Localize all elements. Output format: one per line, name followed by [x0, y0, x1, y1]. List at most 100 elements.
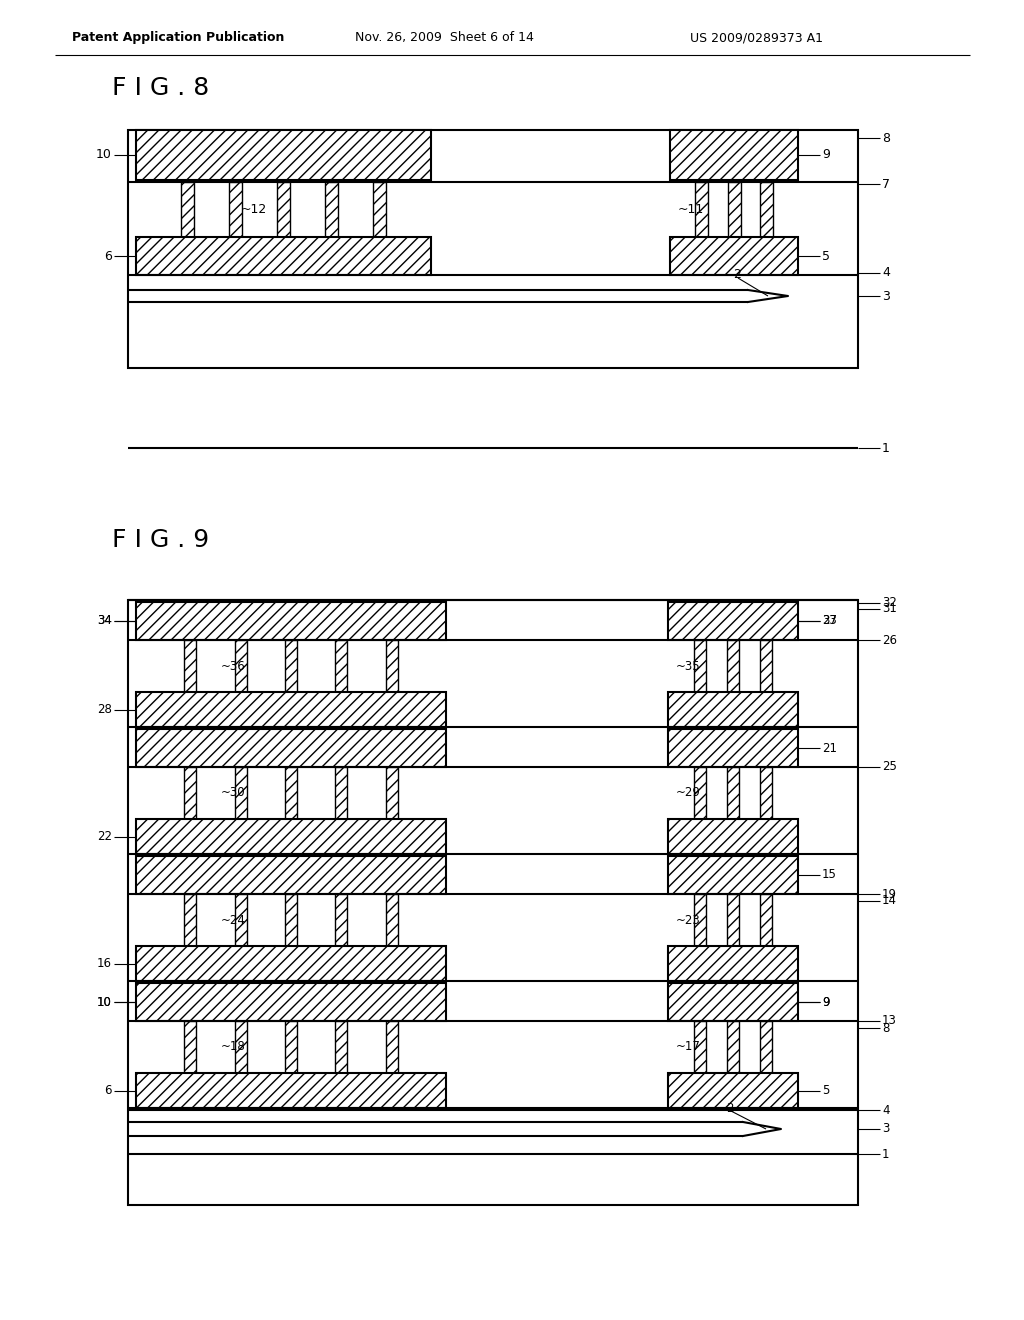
Bar [136, 602, 446, 640]
Text: 28: 28 [97, 704, 112, 715]
Bar [184, 1020, 197, 1073]
Text: Patent Application Publication: Patent Application Publication [72, 32, 285, 45]
Bar [285, 640, 297, 692]
Bar [668, 818, 798, 854]
Text: 5: 5 [822, 1084, 829, 1097]
Text: 34: 34 [97, 615, 112, 627]
Text: 31: 31 [882, 602, 897, 615]
Bar [668, 855, 798, 894]
Bar [234, 640, 247, 692]
Bar [136, 729, 446, 767]
Bar [386, 640, 397, 692]
Text: 16: 16 [97, 957, 112, 970]
Bar [229, 182, 242, 238]
Text: 5: 5 [822, 249, 830, 263]
Bar [727, 894, 739, 946]
Bar [727, 1020, 739, 1073]
Text: 14: 14 [882, 895, 897, 908]
Bar [668, 729, 798, 767]
Text: 26: 26 [882, 634, 897, 647]
Bar [184, 894, 197, 946]
Bar [668, 692, 798, 727]
Bar [234, 1020, 247, 1073]
Bar [285, 1020, 297, 1073]
Text: US 2009/0289373 A1: US 2009/0289373 A1 [690, 32, 823, 45]
Bar [760, 640, 772, 692]
Text: ~30: ~30 [221, 787, 246, 800]
Bar [668, 602, 798, 640]
Text: ~18: ~18 [221, 1040, 246, 1053]
Text: 1: 1 [882, 1147, 890, 1160]
Text: 2: 2 [733, 268, 741, 281]
Bar [335, 767, 347, 818]
Bar [136, 238, 431, 275]
Text: 9: 9 [822, 995, 829, 1008]
Bar [727, 767, 739, 818]
Bar [694, 894, 706, 946]
Text: 10: 10 [96, 149, 112, 161]
Text: ~36: ~36 [221, 660, 246, 672]
Text: 1: 1 [882, 441, 890, 454]
Polygon shape [743, 1122, 781, 1137]
Text: F I G . 8: F I G . 8 [112, 77, 209, 100]
Bar [694, 182, 708, 238]
Bar [285, 767, 297, 818]
Bar [335, 894, 347, 946]
Text: 4: 4 [882, 267, 890, 280]
Text: 9: 9 [822, 995, 829, 1008]
Text: 32: 32 [882, 597, 897, 610]
Text: 7: 7 [882, 177, 890, 190]
Text: ~12: ~12 [241, 203, 267, 216]
Bar [694, 767, 706, 818]
Text: 9: 9 [822, 149, 829, 161]
Text: 34: 34 [97, 615, 112, 627]
Bar [136, 129, 431, 180]
Text: 2: 2 [726, 1101, 733, 1114]
Polygon shape [748, 290, 788, 302]
Bar [234, 894, 247, 946]
Bar [136, 1073, 446, 1107]
Bar [136, 946, 446, 981]
Bar [128, 129, 858, 368]
Bar [335, 640, 347, 692]
Bar [181, 182, 194, 238]
Text: 3: 3 [882, 289, 890, 302]
Text: 15: 15 [822, 869, 837, 882]
Bar [670, 129, 798, 180]
Bar [668, 946, 798, 981]
Bar [278, 182, 290, 238]
Text: 8: 8 [882, 132, 890, 144]
Text: 6: 6 [104, 1084, 112, 1097]
Bar [136, 692, 446, 727]
Text: ~11: ~11 [678, 203, 705, 216]
Bar [727, 182, 740, 238]
Bar [234, 767, 247, 818]
Bar [136, 983, 446, 1020]
Text: 25: 25 [882, 760, 897, 774]
Text: 10: 10 [97, 995, 112, 1008]
Bar [128, 601, 858, 1205]
Text: 27: 27 [822, 615, 837, 627]
Text: F I G . 9: F I G . 9 [112, 528, 209, 552]
Bar [670, 238, 798, 275]
Bar [760, 182, 773, 238]
Bar [668, 983, 798, 1020]
Text: ~17: ~17 [676, 1040, 700, 1053]
Text: 33: 33 [822, 615, 837, 627]
Bar [285, 894, 297, 946]
Text: 4: 4 [882, 1104, 890, 1117]
Bar [694, 640, 706, 692]
Text: 21: 21 [822, 742, 837, 755]
Bar [760, 894, 772, 946]
Bar [325, 182, 338, 238]
Bar [136, 818, 446, 854]
Bar [184, 640, 197, 692]
Text: ~35: ~35 [676, 660, 700, 672]
Bar [136, 855, 446, 894]
Bar [184, 767, 197, 818]
Text: 3: 3 [882, 1122, 890, 1135]
Text: 10: 10 [97, 995, 112, 1008]
Text: 19: 19 [882, 887, 897, 900]
Text: 8: 8 [882, 1022, 890, 1035]
Text: 6: 6 [104, 249, 112, 263]
